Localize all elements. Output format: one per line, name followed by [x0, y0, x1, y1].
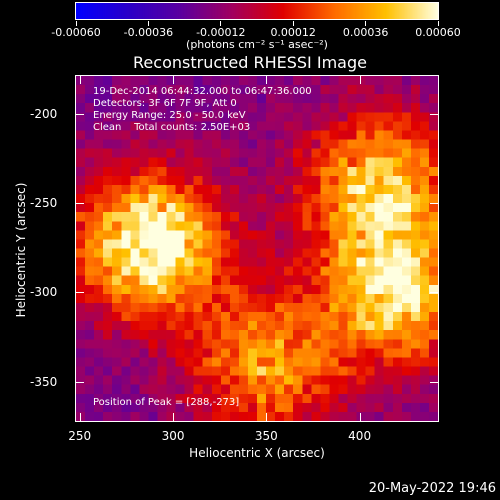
- y-tick: [76, 113, 84, 115]
- colorbar-tick: [365, 21, 367, 26]
- y-tick-right: [430, 113, 438, 115]
- colorbar-tick: [292, 21, 294, 26]
- y-tick: [76, 202, 84, 204]
- x-tick-top: [173, 76, 175, 84]
- colorbar-tick-label: -0.00060: [51, 26, 101, 39]
- x-axis-title: Heliocentric X (arcsec): [189, 446, 325, 460]
- y-tick-right: [430, 292, 438, 294]
- annotation-time: 19-Dec-2014 06:44:32.000 to 06:47:36.000: [93, 86, 312, 97]
- chart-title: Reconstructed RHESSI Image: [133, 53, 367, 72]
- colorbar-tick: [437, 21, 439, 26]
- colorbar-tick: [75, 21, 77, 26]
- annotation-clean: Clean Total counts: 2.50E+03: [93, 122, 251, 133]
- x-tick-top: [266, 76, 268, 84]
- colorbar-units: (photons cm⁻² s⁻¹ asec⁻²): [186, 38, 328, 51]
- colorbar-tick-label: 0.00060: [415, 26, 461, 39]
- x-tick-label: 300: [161, 429, 185, 443]
- x-tick-top: [359, 76, 361, 84]
- y-tick: [76, 381, 84, 383]
- y-tick-right: [430, 202, 438, 204]
- y-tick-label: -200: [30, 106, 58, 121]
- colorbar-tick: [220, 21, 222, 26]
- annotation-energy: Energy Range: 25.0 - 50.0 keV: [93, 110, 246, 121]
- x-tick: [79, 413, 81, 421]
- y-tick-label: -300: [30, 285, 58, 300]
- x-tick: [173, 413, 175, 421]
- x-tick-top: [79, 76, 81, 84]
- colorbar-tick: [147, 21, 149, 26]
- colorbar-frame: [75, 2, 439, 20]
- y-tick-label: -250: [30, 195, 58, 210]
- x-tick-label: 400: [348, 429, 372, 443]
- x-tick-label: 350: [254, 429, 278, 443]
- x-tick: [266, 413, 268, 421]
- y-tick-label: -350: [30, 374, 58, 389]
- heatmap-image: [76, 76, 438, 421]
- colorbar-tick-label: 0.00012: [270, 26, 316, 39]
- timestamp: 20-May-2022 19:46: [368, 481, 496, 496]
- y-tick-right: [430, 381, 438, 383]
- y-tick: [76, 292, 84, 294]
- y-axis-title: Heliocentric Y (arcsec): [14, 182, 28, 318]
- colorbar-tick-label: -0.00012: [196, 26, 246, 39]
- colorbar-tick-label: -0.00036: [123, 26, 174, 39]
- x-tick-label: 250: [68, 429, 92, 443]
- annotation-peak: Position of Peak = [288,-273]: [93, 397, 240, 408]
- annotation-detectors: Detectors: 3F 6F 7F 9F, Att 0: [93, 98, 237, 109]
- x-tick: [359, 413, 361, 421]
- colorbar-tick-label: 0.00036: [342, 26, 389, 39]
- colorbar-gradient: [76, 3, 438, 19]
